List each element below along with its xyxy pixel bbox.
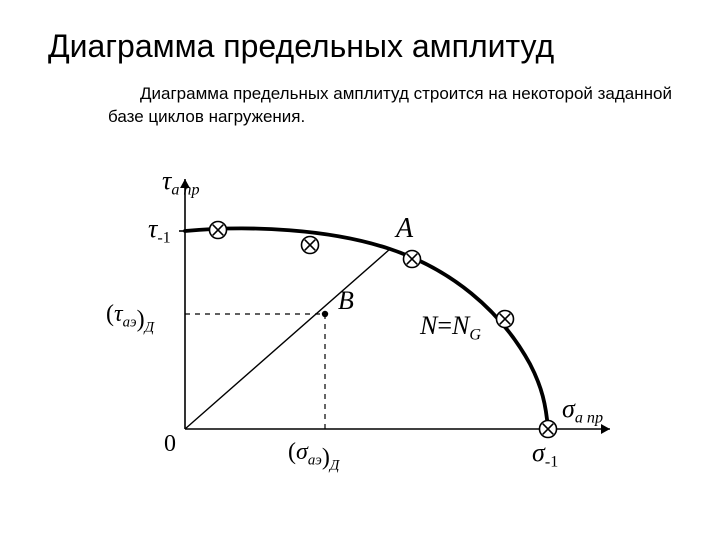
svg-text:B: B	[338, 286, 354, 315]
svg-text:0: 0	[164, 431, 176, 457]
limit-amplitude-diagram: 0 τa пр σa пр τ-1 B A N=NG (τaэ)Д (σaэ)Д σ-1	[90, 159, 630, 489]
svg-text:(σaэ)Д: (σaэ)Д	[288, 439, 341, 474]
svg-text:σa пр: σa пр	[562, 394, 603, 427]
svg-text:τ-1: τ-1	[148, 214, 171, 247]
svg-text:σ-1: σ-1	[532, 438, 558, 471]
svg-text:(τaэ)Д: (τaэ)Д	[106, 301, 156, 336]
svg-text:A: A	[394, 213, 414, 244]
svg-text:τa пр: τa пр	[162, 166, 200, 199]
body-paragraph: Диаграмма предельных амплитуд строится н…	[48, 83, 672, 129]
svg-text:N=NG: N=NG	[419, 311, 481, 344]
page-title: Диаграмма предельных амплитуд	[48, 28, 672, 65]
